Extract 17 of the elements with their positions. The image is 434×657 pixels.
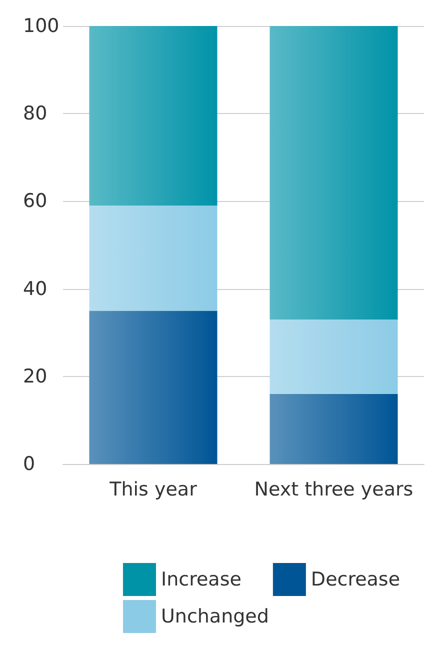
y-tick-label: 20 <box>23 365 48 388</box>
legend-label: Decrease <box>310 568 400 590</box>
bar <box>270 26 398 320</box>
y-tick-label: 60 <box>23 190 48 212</box>
bar <box>89 206 218 311</box>
bar <box>89 26 218 206</box>
x-tick-label: Next three years <box>254 478 414 500</box>
bar <box>270 394 398 464</box>
y-tick-label: 0 <box>23 453 36 475</box>
x-tick-label: This year <box>108 478 198 500</box>
y-tick-label: 100 <box>23 15 60 37</box>
legend-label: Unchanged <box>161 606 269 628</box>
y-tick-label: 40 <box>23 278 48 300</box>
bar <box>270 319 398 394</box>
y-tick-label: 80 <box>23 102 48 125</box>
legend-label: Increase <box>161 568 242 590</box>
bar <box>89 310 218 464</box>
